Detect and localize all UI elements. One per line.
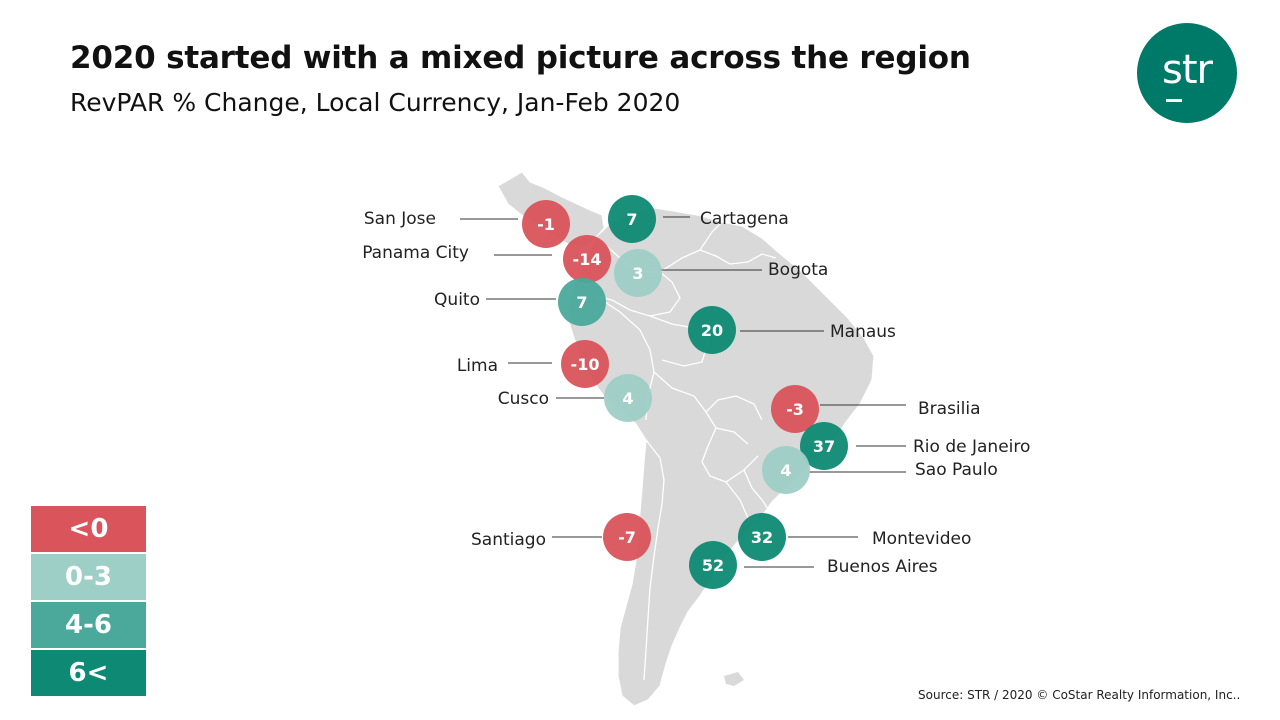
- bubble-lima: [561, 340, 609, 388]
- city-label-sao-paulo: Sao Paulo: [915, 460, 998, 480]
- city-label-santiago: Santiago: [471, 530, 546, 550]
- value-label-buenos-aires: 52: [702, 556, 724, 575]
- bubble-bogota: [614, 249, 662, 297]
- logo-text: str: [1162, 47, 1213, 93]
- value-label-brasilia: -3: [786, 400, 804, 419]
- city-label-cusco: Cusco: [498, 389, 549, 409]
- bubble-san-jose: [522, 200, 570, 248]
- value-label-rio-de-janeiro: 37: [813, 437, 835, 456]
- legend-item-negative: <0: [31, 506, 146, 552]
- legend: <0 0-3 4-6 6<: [31, 506, 146, 698]
- value-label-montevideo: 32: [751, 528, 773, 547]
- legend-label: <0: [68, 514, 109, 544]
- city-label-san-jose: San Jose: [364, 209, 436, 229]
- value-label-san-jose: -1: [537, 215, 555, 234]
- value-label-cusco: 4: [622, 389, 633, 408]
- city-label-montevideo: Montevideo: [872, 529, 971, 549]
- legend-item-0-3: 0-3: [31, 554, 146, 600]
- bubble-cartagena: [608, 195, 656, 243]
- source-note: Source: STR / 2020 © CoStar Realty Infor…: [918, 688, 1241, 702]
- bubble-panama-city: [563, 235, 611, 283]
- legend-label: 6<: [68, 658, 109, 688]
- bubble-manaus: [688, 306, 736, 354]
- city-label-panama-city: Panama City: [362, 243, 469, 263]
- value-label-bogota: 3: [632, 264, 643, 283]
- bubble-rio-de-janeiro: [800, 422, 848, 470]
- value-label-manaus: 20: [701, 321, 723, 340]
- city-label-manaus: Manaus: [830, 322, 896, 342]
- legend-item-6-plus: 6<: [31, 650, 146, 696]
- city-label-brasilia: Brasilia: [918, 399, 981, 419]
- legend-label: 4-6: [65, 610, 112, 640]
- value-label-quito: 7: [576, 293, 587, 312]
- bubble-brasilia: [771, 385, 819, 433]
- city-label-quito: Quito: [434, 290, 480, 310]
- city-label-cartagena: Cartagena: [700, 209, 789, 229]
- value-label-cartagena: 7: [626, 210, 637, 229]
- value-label-lima: -10: [571, 355, 600, 374]
- legend-item-4-6: 4-6: [31, 602, 146, 648]
- value-label-santiago: -7: [618, 528, 636, 547]
- city-label-lima: Lima: [457, 356, 498, 376]
- city-label-rio-de-janeiro: Rio de Janeiro: [913, 437, 1030, 457]
- bubble-sao-paulo: [762, 446, 810, 494]
- value-label-panama-city: -14: [573, 250, 602, 269]
- bubble-buenos-aires: [689, 541, 737, 589]
- bubble-montevideo: [738, 513, 786, 561]
- city-label-buenos-aires: Buenos Aires: [827, 557, 938, 577]
- page-subtitle: RevPAR % Change, Local Currency, Jan-Feb…: [70, 88, 681, 117]
- city-labels: San Jose Cartagena Panama City Bogota Quito M…: [362, 209, 1030, 577]
- str-logo: str: [1137, 23, 1237, 123]
- page-title: 2020 started with a mixed picture across…: [70, 40, 971, 76]
- logo-underline: [1166, 99, 1182, 102]
- bubble-quito: [558, 278, 606, 326]
- city-label-bogota: Bogota: [768, 260, 828, 280]
- leader-lines: [460, 216, 906, 568]
- bubble-cusco: [604, 374, 652, 422]
- bubble-santiago: [603, 513, 651, 561]
- legend-label: 0-3: [65, 562, 112, 592]
- value-label-sao-paulo: 4: [780, 461, 791, 480]
